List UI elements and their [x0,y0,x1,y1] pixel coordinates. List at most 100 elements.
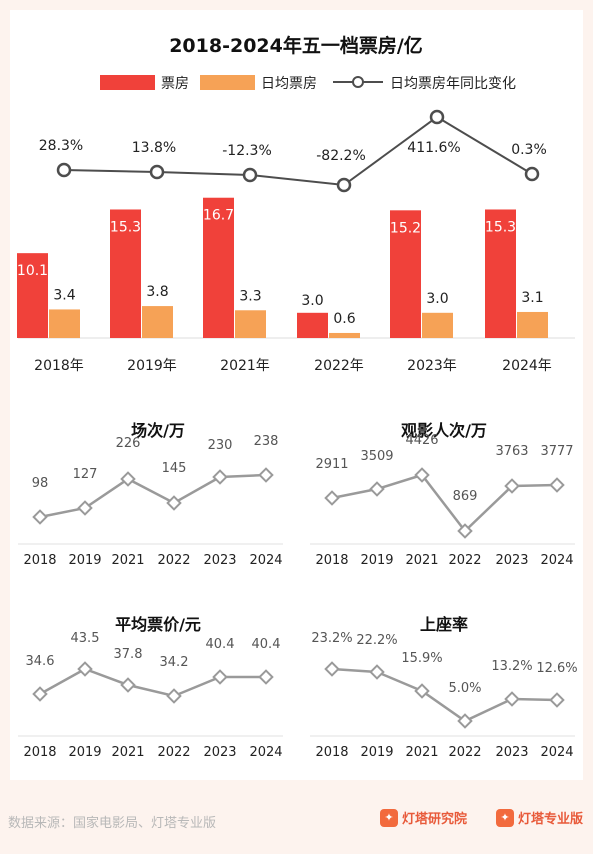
lighthouse-logo-icon: ✦ [380,808,398,827]
panel-marker [32,509,48,525]
panel-x-tick: 2019 [68,553,101,568]
label-daily: 3.1 [521,290,543,306]
panel-marker [504,691,520,707]
panel-x-tick: 2019 [360,553,393,568]
yoy-label: 411.6% [407,140,460,156]
yoy-marker [524,166,540,182]
label-daily: 3.3 [239,288,261,304]
legend-marker-yoy [352,76,364,88]
panel-marker [77,500,93,516]
bar-box-office [110,209,141,338]
panel-line [39,667,266,698]
panel-marker [549,692,565,708]
main-chart-title: 2018-2024年五一档票房/亿 [169,34,423,57]
panel-x-tick: 2018 [315,553,348,568]
panel-x-tick: 2021 [111,553,144,568]
panel-marker [324,490,340,506]
panel-value-label: 43.5 [71,631,100,646]
panel-value-label: 34.6 [26,654,55,669]
panel-title: 上座率 [420,615,468,634]
label-daily: 3.0 [426,291,448,307]
bar-box-office [390,210,421,338]
panel-value-label: 15.9% [401,651,442,666]
legend-swatch-daily [200,75,255,90]
panel-x-tick: 2023 [203,553,236,568]
legend-swatch-box-office [100,75,155,90]
panel-value-label: 226 [116,436,141,451]
yoy-label: -82.2% [316,148,366,164]
panel-x-tick: 2024 [540,553,573,568]
chart-card: 2018-2024年五一档票房/亿 票房 日均票房 日均票房年同比变化 10.1 3.4 2… [10,10,583,780]
yoy-marker [242,167,258,183]
panel-x-tick: 2018 [23,745,56,760]
panel-x-tick: 2023 [495,745,528,760]
bar-box-office [203,197,234,338]
panel-value-label: 40.4 [252,637,281,652]
label-box-office: 16.7 [203,208,234,224]
panel-marker [120,677,136,693]
bar-daily [142,306,173,338]
panel-x-tick: 2021 [405,745,438,760]
panel-marker [369,481,385,497]
panel-value-label: 230 [208,438,233,453]
panel-value-label: 2911 [315,457,348,472]
panel-x-tick: 2019 [68,745,101,760]
panel-x-tick: 2021 [111,745,144,760]
panel-value-label: 3763 [495,444,528,459]
label-box-office: 15.3 [110,219,141,235]
x-tick-label: 2019年 [127,358,177,374]
label-box-office: 15.2 [390,220,421,236]
legend-label-yoy: 日均票房年同比变化 [390,76,516,92]
panel-marker [77,661,93,677]
panel-value-label: 145 [162,461,187,476]
panel-x-tick: 2023 [495,553,528,568]
label-box-office: 15.3 [485,219,516,235]
lighthouse-pro-logo-icon: ✦ [496,808,514,827]
brand-pro: ✦ 灯塔专业版 [496,808,583,827]
panel-x-tick: 2024 [540,745,573,760]
legend-label-daily: 日均票房 [261,76,317,92]
panel-marker [258,669,274,685]
panel-line [39,473,267,519]
panel-x-tick: 2022 [157,745,190,760]
panel-title: 观影人次/万 [401,421,487,440]
panel-title: 场次/万 [131,421,185,440]
yoy-marker [336,177,352,193]
panel-value-label: 127 [73,467,98,482]
panel-line [331,667,558,723]
panel-x-tick: 2024 [249,745,282,760]
brand-pro-label: 灯塔专业版 [518,812,584,827]
yoy-marker [149,164,165,180]
bar-box-office [17,253,48,338]
panel-x-tick: 2018 [315,745,348,760]
footer: 数据来源：国家电影局、灯塔专业版 ✦ 灯塔研究院 ✦ 灯塔专业版 [0,784,593,854]
x-tick-label: 2024年 [502,358,552,374]
panel-marker [414,467,430,483]
label-daily: 3.8 [146,284,168,300]
panel-x-tick: 2018 [23,553,56,568]
panel-x-tick: 2024 [249,553,282,568]
panel-marker [324,661,340,677]
panel-value-label: 37.8 [114,647,143,662]
bar-daily [49,309,80,338]
panel-x-tick: 2022 [448,745,481,760]
panel-value-label: 12.6% [536,661,577,676]
panel-marker [457,713,473,729]
panel-value-label: 40.4 [206,637,235,652]
panel-x-tick: 2022 [157,553,190,568]
yoy-marker [56,162,72,178]
panel-value-label: 23.2% [311,631,352,646]
panel-x-tick: 2019 [360,745,393,760]
panel-marker [212,669,228,685]
bar-box-office [485,209,516,338]
yoy-label: 0.3% [511,142,547,158]
legend-label-box-office: 票房 [161,76,189,92]
x-tick-label: 2022年 [314,358,364,374]
panel-marker [32,686,48,702]
panel-value-label: 4426 [405,433,438,448]
bar-box-office [297,312,328,338]
bar-daily [329,332,360,338]
brand-research: ✦ 灯塔研究院 [380,808,467,827]
panel-marker [212,469,228,485]
